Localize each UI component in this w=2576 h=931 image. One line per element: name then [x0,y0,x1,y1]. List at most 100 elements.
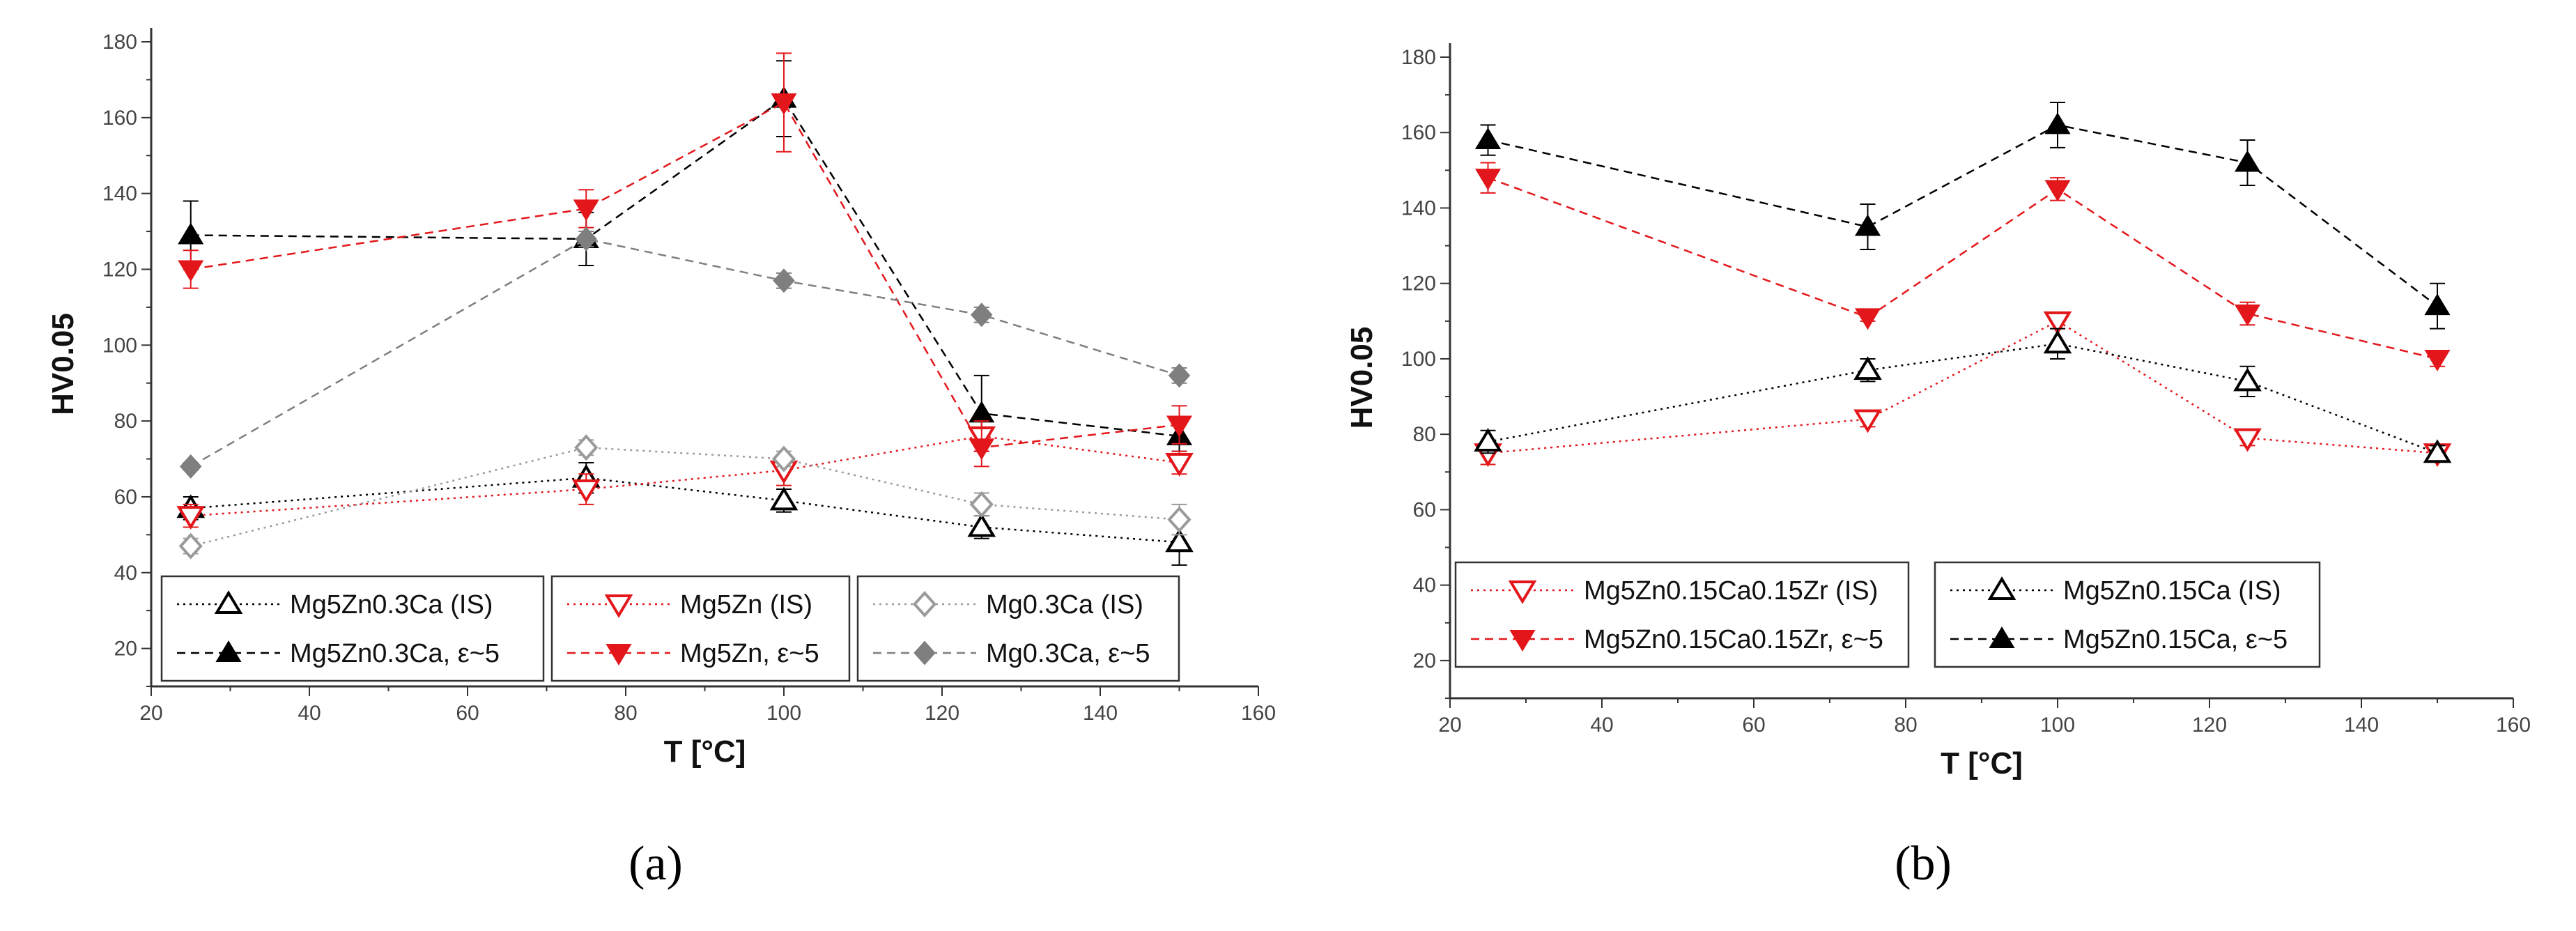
y-tick-label: 120 [102,258,137,281]
data-point [2233,428,2262,452]
y-tick-label: 60 [114,486,137,509]
legend-marker [912,591,937,617]
legend-entry: Mg5Zn, ε~5 [680,639,819,668]
data-point [969,438,995,461]
data-point [1854,308,1881,330]
data-point [773,268,795,293]
data-point [2424,293,2451,316]
data-point [771,445,796,472]
x-tick-label: 80 [1894,714,1917,737]
y-tick-label: 100 [102,334,137,357]
series-line [1488,124,2438,307]
data-point [1165,528,1194,553]
series-1 [178,60,1193,452]
legend-box: Mg0.3Ca (IS) Mg0.3Ca, ε~5 [856,575,1180,682]
data-point [1474,128,1502,150]
x-tick-label: 120 [925,702,959,725]
data-point [2044,180,2071,202]
x-tick-label: 100 [766,702,801,725]
x-tick-label: 40 [298,702,321,725]
data-point [2043,330,2072,354]
x-tick-label: 140 [1083,702,1118,725]
x-tick-label: 140 [2344,714,2379,737]
legend-frame [856,575,1180,682]
legend-entry: Mg0.3Ca, ε~5 [986,639,1150,668]
chart-panel-b: 20 40 60 80 100 120 140 160 180 20 40 60 80 100 120 140… [1345,43,2531,780]
data-point [1474,169,1502,191]
data-point [771,93,797,116]
y-tick-label: 180 [1401,46,1436,69]
y-axis-label: HV0.05 [1345,327,1379,429]
legend-marker [604,594,633,618]
legend-entry: Mg5Zn (IS) [680,590,812,620]
x-tick-label: 100 [2040,714,2075,737]
x-tick-label: 160 [1241,702,1276,725]
data-point [573,199,599,222]
y-tick-label: 40 [1413,574,1436,597]
y-tick-label: 160 [1401,121,1436,144]
legend-marker [215,640,242,662]
x-axis-label: T [°C] [1941,746,2023,780]
legend-frame [1934,561,2321,668]
data-point [2234,305,2261,326]
data-point [1167,506,1191,533]
y-tick-label: 140 [1401,197,1436,220]
legend-frame [550,575,851,682]
series-line [190,446,1180,547]
data-point [1165,452,1194,477]
x-tick-label: 40 [1590,714,1613,737]
x-tick-label: 20 [139,702,162,725]
legend-marker [1989,626,2015,648]
x-tick-label: 80 [614,702,637,725]
data-point [1854,214,1881,236]
data-point [571,479,601,503]
data-point [967,513,996,537]
data-point [2424,349,2451,371]
legend-frame [160,575,545,682]
legend-box: Mg5Zn0.3Ca (IS) Mg5Zn0.3Ca, ε~5 [160,575,545,682]
legend-box: Mg5Zn0.15Ca (IS) Mg5Zn0.15Ca, ε~5 [1934,561,2321,668]
chart-panel-a: 20 40 60 80 100 120 140 160 180 20 40 60 80 100 120 140… [46,28,1276,769]
legend-entry: Mg5Zn0.15Ca0.15Zr (IS) [1584,576,1878,606]
data-point [1166,415,1193,438]
y-tick-label: 40 [114,562,137,585]
data-point [2044,112,2071,134]
series-5 [180,226,1191,479]
y-tick-label: 80 [1413,423,1436,446]
legend-entry: Mg5Zn0.3Ca (IS) [290,590,493,620]
x-tick-label: 120 [2192,714,2227,737]
legend-marker [1987,576,2016,600]
legend-marker [606,644,632,665]
x-axis-label: T [°C] [664,734,746,769]
legend-marker [913,640,936,665]
data-point [769,486,799,511]
legend-marker [214,590,243,614]
legend-frame [1454,561,1910,668]
y-tick-label: 180 [102,31,137,54]
data-point [2233,367,2262,392]
data-point [574,434,599,461]
data-point [1853,409,1882,433]
legend-entry: Mg5Zn0.3Ca, ε~5 [290,639,500,668]
series-1 [1474,162,2451,371]
data-point [969,491,994,518]
legend-entry: Mg5Zn0.15Ca0.15Zr, ε~5 [1584,625,1883,654]
legend-entry: Mg0.3Ca (IS) [986,590,1143,620]
y-tick-label: 140 [102,183,137,206]
y-tick-label: 80 [114,410,137,433]
panel-label-a: (a) [628,837,683,891]
series-3 [178,52,1193,468]
panel-label-b: (b) [1895,837,1952,891]
y-tick-label: 120 [1401,272,1436,295]
data-point [971,302,993,328]
data-point [180,454,202,479]
legend-marker [1508,580,1537,604]
data-point [178,260,204,282]
series-line [190,101,1180,449]
series-4 [178,434,1191,560]
legend-box: Mg5Zn (IS) Mg5Zn, ε~5 [550,575,851,682]
y-tick-label: 100 [1401,348,1436,371]
legend-entry: Mg5Zn0.15Ca (IS) [2063,576,2281,606]
data-point [969,401,995,423]
